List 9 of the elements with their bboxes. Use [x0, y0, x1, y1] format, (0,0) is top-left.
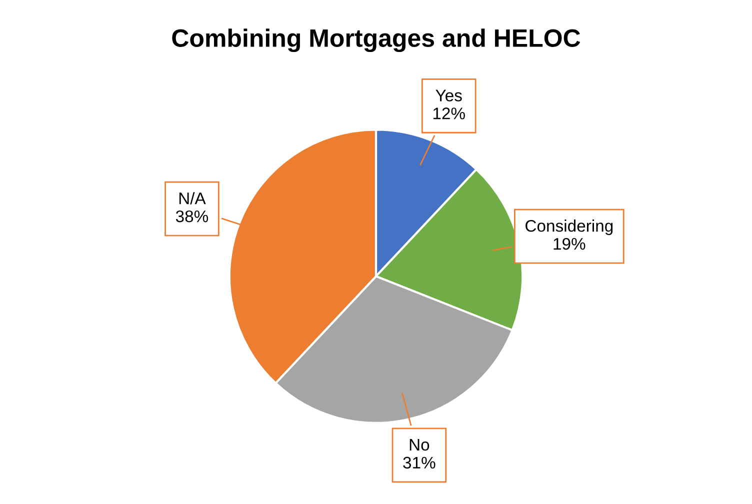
data-label: 19% — [554, 238, 586, 250]
slice-label: Yes — [436, 90, 462, 102]
slice-label: N/A — [179, 192, 206, 204]
data-label: 38% — [176, 210, 208, 222]
chart-title: Combining Mortgages and HELOC — [172, 28, 580, 52]
data-label: 31% — [403, 456, 436, 469]
data-label: 12% — [433, 108, 465, 120]
slice-label: No — [410, 439, 430, 451]
slice-label: Considering — [526, 220, 613, 236]
